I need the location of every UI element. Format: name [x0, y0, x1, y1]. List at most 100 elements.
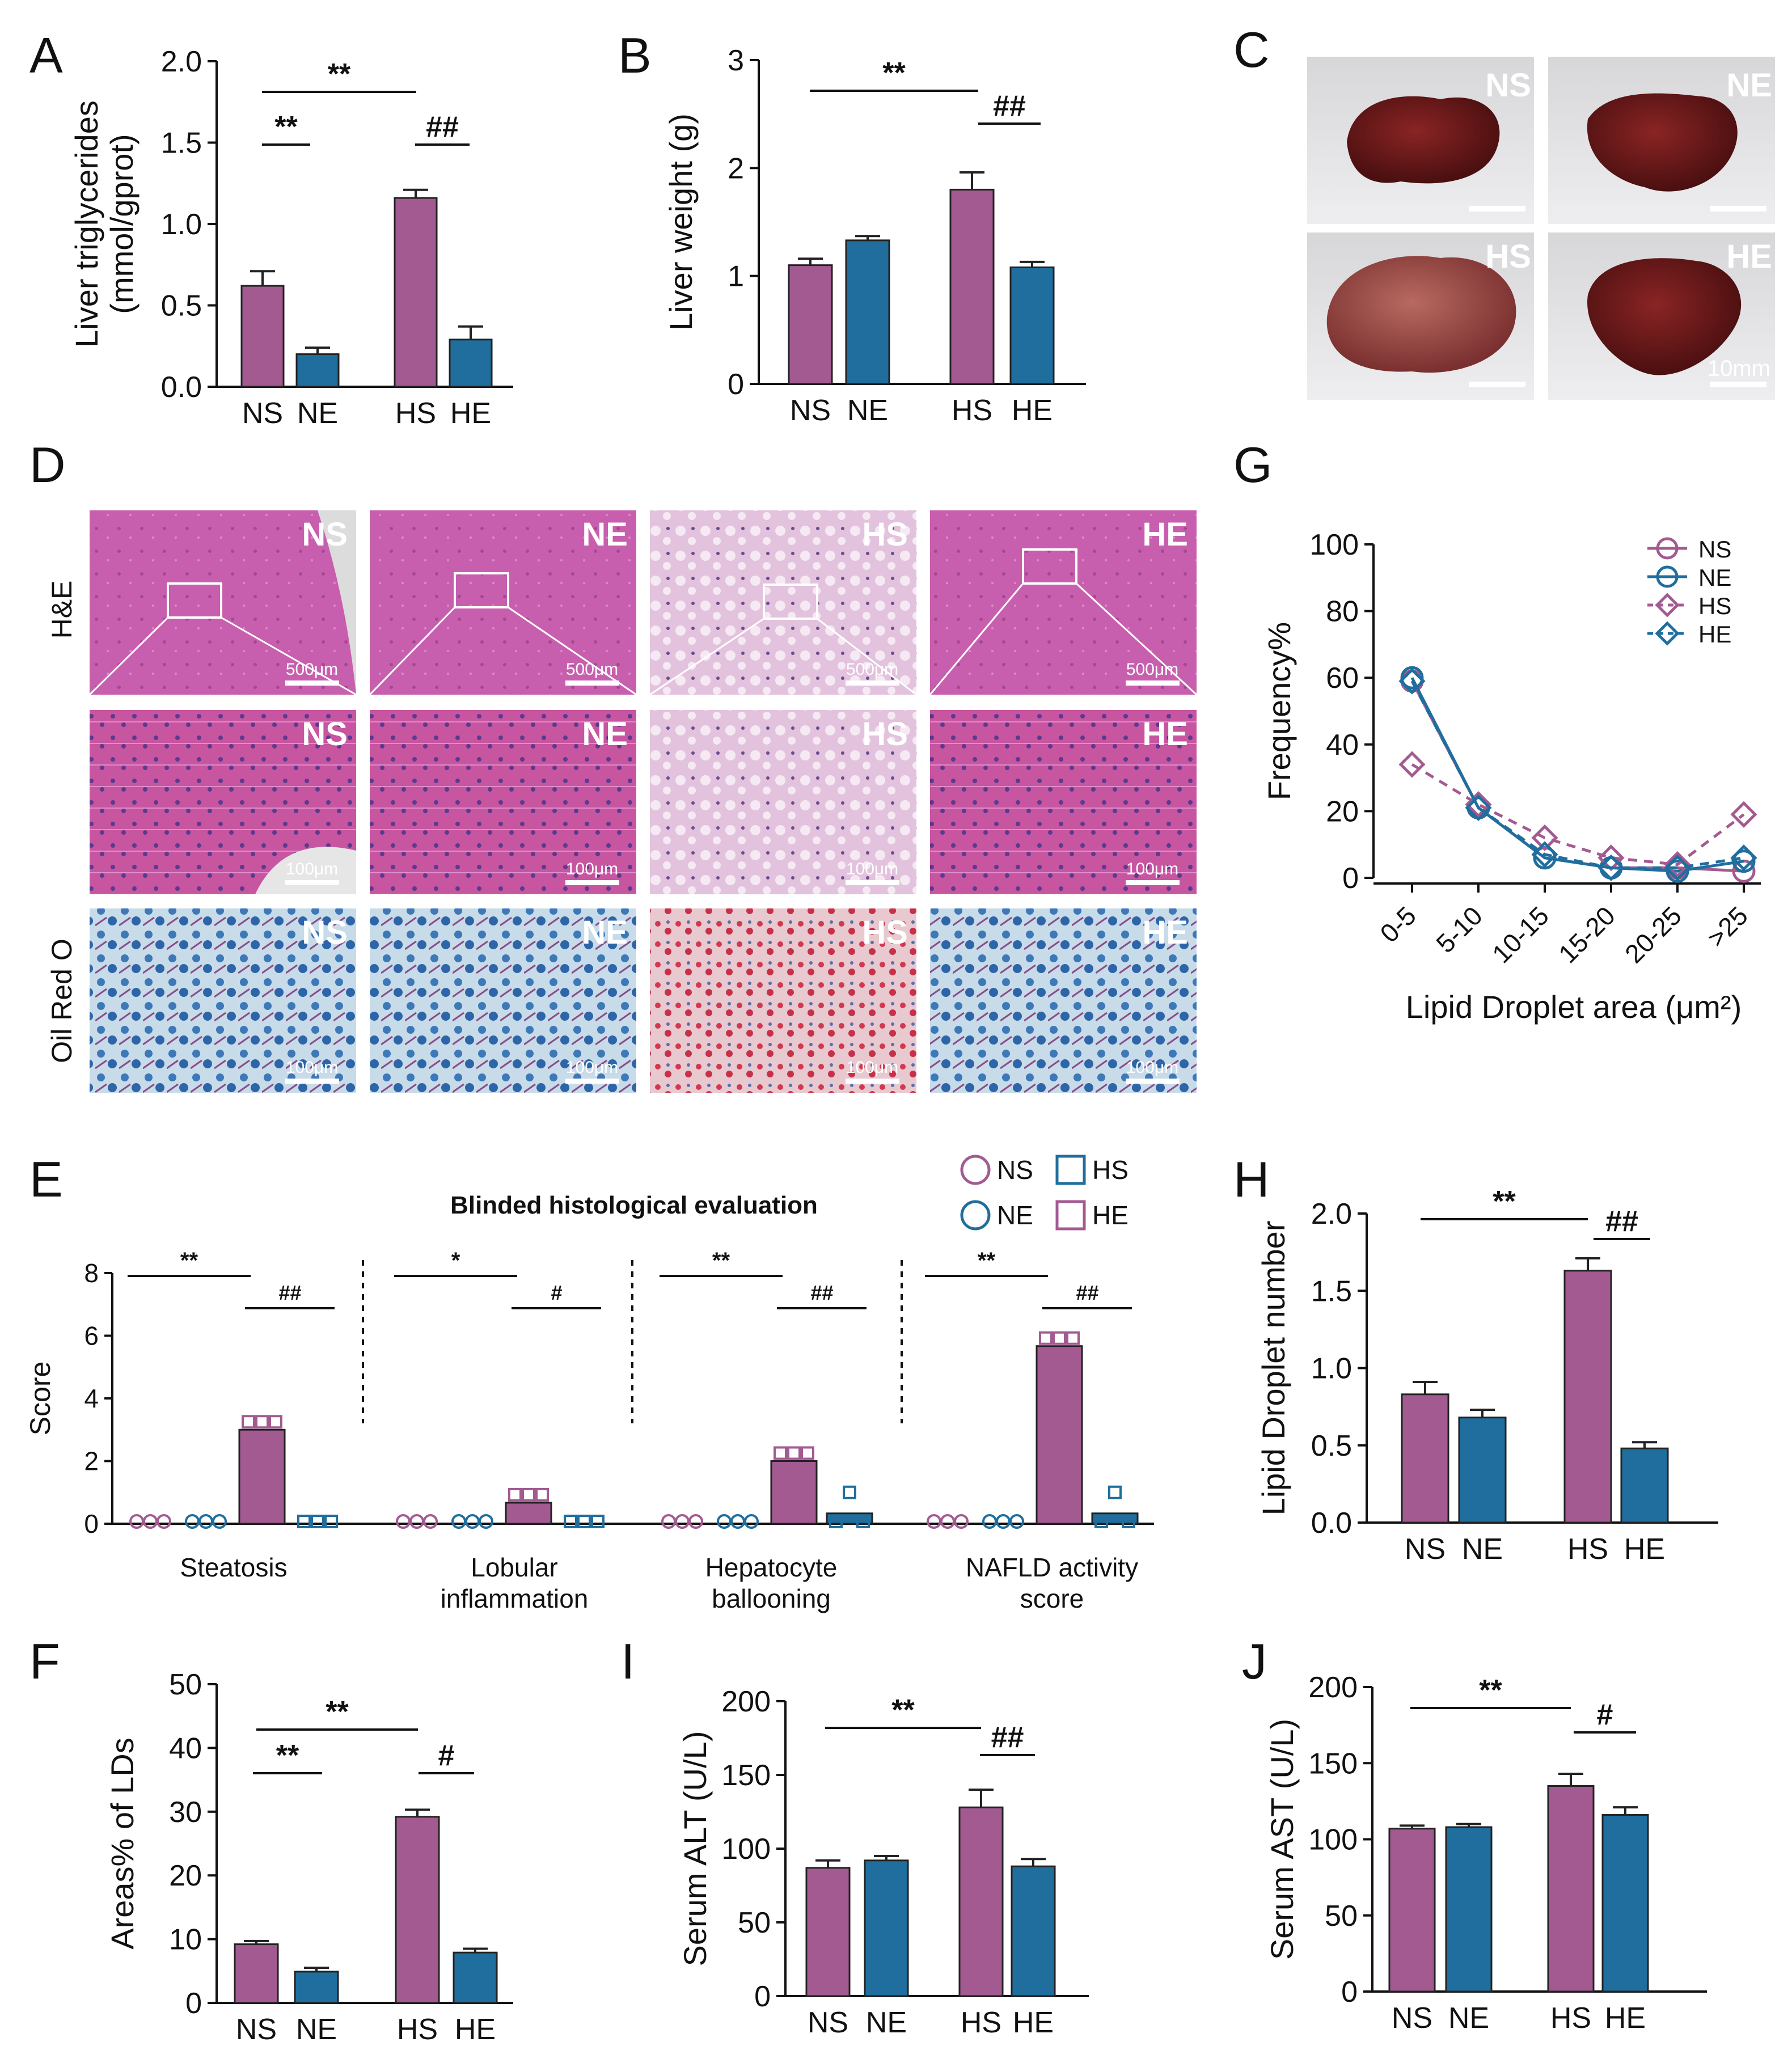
histo-scale-label-1-2: 100μm — [846, 860, 898, 878]
histo-tag-1-0: NS — [302, 716, 348, 753]
chart-H: 0.0 0.5 1.0 1.5 2.0 Lipid Droplet number NS NE H… — [1256, 1185, 1718, 1566]
legend-label-E-NS: NS — [997, 1155, 1033, 1185]
ylabel-H: Lipid Droplet number — [1256, 1221, 1291, 1516]
marker-E-1-NS-0 — [396, 1514, 411, 1529]
category-E-2-b: ballooning — [712, 1584, 831, 1613]
marker-E-2-NE-0 — [717, 1514, 732, 1529]
point-G-NE-4 — [1666, 859, 1689, 883]
ytick-label-B-1: 1 — [728, 260, 744, 293]
ytick-label-F-1: 10 — [169, 1924, 202, 1956]
marker-E-2-HS-2 — [801, 1446, 814, 1460]
panel-label-I: I — [621, 1633, 635, 1689]
oro-he — [930, 908, 1197, 1093]
ytick-label-I-2: 100 — [721, 1833, 771, 1866]
point-G-HE-3 — [1597, 854, 1625, 881]
xtick-label-I-NS: NS — [808, 2006, 848, 2039]
point-G-HE-2 — [1531, 841, 1558, 868]
sig-label-H-1: ## — [1605, 1205, 1638, 1238]
bar-I-NE — [864, 1859, 909, 1997]
point-G-HS-5 — [1730, 801, 1757, 828]
legend-marker-E-NS — [960, 1155, 991, 1185]
xtick-label-A-HS: HS — [395, 397, 436, 430]
ytick-label-H-1: 0.5 — [1311, 1430, 1352, 1462]
ytick-label-F-0: 0 — [185, 1987, 202, 2020]
sig-label-F-0: ** — [326, 1696, 349, 1728]
liver-hs — [1326, 256, 1516, 373]
legend-label-G-NE: NE — [1698, 564, 1731, 591]
histo-scalebar-2-1 — [565, 1079, 619, 1084]
liver-ne — [1587, 93, 1738, 192]
marker-E-2-HE-0 — [829, 1515, 843, 1528]
point-G-HS-0 — [1398, 751, 1426, 778]
marker-E-1-HE-2 — [591, 1515, 605, 1528]
marker-E-1-NS-1 — [409, 1514, 424, 1529]
ylabel-G: Frequency% — [1261, 622, 1297, 800]
panel-label-H: H — [1233, 1151, 1270, 1207]
marker-E-0-HE-1 — [311, 1515, 324, 1528]
marker-E-0-HS-1 — [255, 1415, 269, 1429]
chart-B: 0 1 2 3 Liver weight (g) NS NE HS HE ** ## — [663, 44, 1086, 427]
bar-F-NS — [234, 1943, 279, 2004]
histo-scale-label-2-0: 100μm — [286, 1058, 338, 1077]
sig-label-F-2: # — [438, 1739, 455, 1772]
marker-E-0-HS-2 — [269, 1415, 282, 1429]
histo-scale-label-0-1: 500μm — [566, 660, 618, 679]
row-label-he: H&E — [46, 581, 78, 639]
sig-label-A-0: ** — [328, 58, 351, 91]
legend-label-G-HE: HE — [1698, 621, 1731, 648]
sig-label-I-0: ** — [891, 1694, 915, 1727]
panel-label-C: C — [1233, 22, 1270, 78]
marker-E-1-NE-2 — [479, 1514, 493, 1529]
ytick-label-I-1: 50 — [738, 1906, 771, 1939]
bar-I-HS — [958, 1806, 1004, 1997]
sig-label-J-0: ** — [1479, 1674, 1502, 1707]
he-low-ns-edge — [318, 510, 356, 695]
histo-tag-2-2: HS — [862, 914, 908, 951]
ylabel-F: Areas% of LDs — [104, 1738, 140, 1950]
xtick-label-B-HS: HS — [952, 394, 992, 427]
xtick-label-H-HE: HE — [1624, 1533, 1665, 1566]
marker-E-1-HS-1 — [522, 1487, 535, 1502]
legend-label-E-HS: HS — [1092, 1155, 1129, 1185]
xtick-label-G-5: >25 — [1701, 901, 1753, 953]
marker-E-0-HS-0 — [242, 1415, 255, 1429]
bar-H-HE — [1620, 1447, 1669, 1524]
he-roi-ns — [167, 582, 222, 619]
marker-E-3-NE-2 — [1009, 1514, 1024, 1529]
histo-tag-2-0: NS — [302, 914, 348, 951]
he-roi-he — [1022, 548, 1077, 585]
ytick-label-A-2: 1.0 — [161, 208, 202, 241]
histo-tag-1-1: NE — [582, 716, 628, 753]
he-high-he — [930, 710, 1197, 894]
histo-tag-0-3: HE — [1142, 516, 1188, 553]
category-E-3: NAFLD activity — [966, 1553, 1138, 1582]
bar-J-HE — [1601, 1814, 1649, 1993]
xtick-label-H-NS: NS — [1405, 1533, 1446, 1566]
histo-scalebar-1-1 — [565, 880, 619, 885]
bar-E-0-HS — [238, 1428, 286, 1525]
sig-label-E-1-b: # — [551, 1281, 562, 1304]
bar-A-NS — [240, 285, 285, 388]
point-G-HE-1 — [1465, 794, 1492, 822]
histo-tag-1-3: HE — [1142, 716, 1188, 753]
point-G-HE-4 — [1664, 854, 1691, 881]
marker-E-0-HE-2 — [324, 1515, 338, 1528]
xtick-label-G-2: 10-15 — [1486, 901, 1554, 969]
xtick-label-I-HS: HS — [961, 2006, 1001, 2039]
xtick-label-G-0: 0-5 — [1374, 901, 1422, 948]
ytick-label-E-0: 0 — [84, 1509, 99, 1538]
ytick-label-J-4: 200 — [1308, 1671, 1358, 1704]
marker-E-3-HE-0 — [1094, 1515, 1108, 1528]
liver-he — [1587, 258, 1742, 375]
oro-ne — [370, 908, 636, 1093]
photo-scale-label: 10mm — [1708, 356, 1770, 381]
bar-H-NS — [1401, 1393, 1449, 1524]
he-roi-ne — [454, 572, 509, 608]
xtick-label-F-HS: HS — [397, 2013, 438, 2046]
histo-scalebar-1-3 — [1126, 880, 1180, 885]
ytick-label-A-3: 1.5 — [161, 127, 202, 160]
xlabel-G: Lipid Droplet area (μm²) — [1406, 989, 1742, 1025]
category-E-0: Steatosis — [180, 1553, 287, 1582]
legend-marker-G-HE — [1655, 621, 1680, 646]
